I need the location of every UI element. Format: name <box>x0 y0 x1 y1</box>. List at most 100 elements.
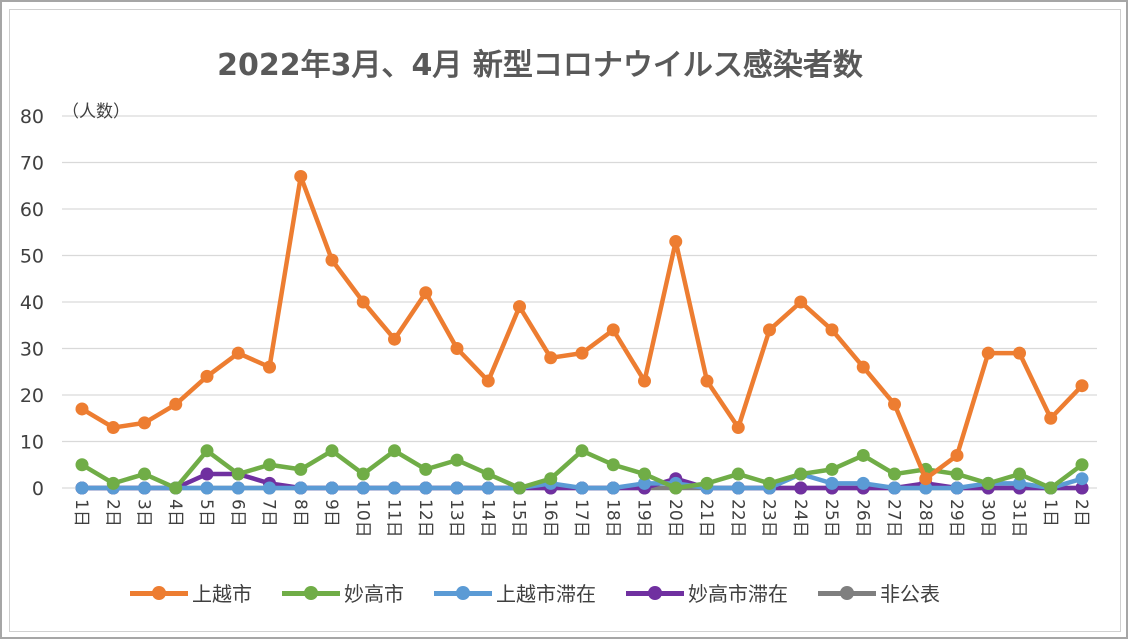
data-point <box>575 481 589 495</box>
data-point <box>231 346 245 360</box>
data-point <box>950 481 964 495</box>
data-point <box>669 235 683 249</box>
data-point <box>325 481 339 495</box>
data-point <box>169 481 183 495</box>
legend-label-undisclosed: 非公表 <box>880 582 940 606</box>
x-tick-label: 29日 <box>946 499 966 538</box>
data-point <box>575 346 589 360</box>
data-point <box>263 360 276 374</box>
x-tick-label: 31日 <box>1009 499 1029 538</box>
data-point <box>575 444 589 458</box>
chart-inner-border <box>9 9 1121 632</box>
legend-item-joetsu-stay: 上越市滞在 <box>434 578 596 607</box>
y-tick-label: 40 <box>20 292 44 314</box>
data-point <box>1075 481 1089 495</box>
data-point <box>263 458 276 472</box>
data-point <box>544 472 558 486</box>
data-point <box>731 467 745 481</box>
legend-item-joetsu: 上越市 <box>130 578 252 607</box>
x-tick-label: 1日 <box>1040 499 1060 527</box>
data-point <box>75 402 89 416</box>
data-point <box>856 476 870 490</box>
data-point <box>856 448 870 462</box>
x-tick-label: 4日 <box>165 499 185 527</box>
data-point <box>794 467 808 481</box>
data-point <box>1013 476 1026 490</box>
data-point <box>75 481 89 495</box>
data-point <box>138 481 151 495</box>
x-tick-label: 19日 <box>634 499 654 538</box>
data-point <box>481 374 495 388</box>
y-tick-label: 0 <box>32 478 44 500</box>
data-point <box>606 481 620 495</box>
data-point <box>1075 458 1089 472</box>
data-point <box>763 476 776 490</box>
data-point <box>888 467 901 481</box>
data-point <box>75 458 89 472</box>
x-tick-label: 2日 <box>102 499 122 527</box>
data-point <box>1075 472 1089 486</box>
data-point <box>606 458 620 472</box>
x-tick-label: 17日 <box>571 499 591 538</box>
data-point <box>1013 467 1026 481</box>
data-point <box>513 300 526 314</box>
data-point <box>825 462 839 476</box>
x-tick-label: 1日 <box>71 499 91 527</box>
x-tick-label: 9日 <box>321 499 341 527</box>
data-point <box>200 481 214 495</box>
data-point <box>450 481 464 495</box>
data-point <box>513 481 526 495</box>
data-point <box>106 421 120 435</box>
legend-label-myoko-stay: 妙高市滞在 <box>688 582 788 606</box>
x-tick-label: 28日 <box>915 499 935 538</box>
data-point <box>981 476 995 490</box>
data-point <box>638 467 651 481</box>
chart-title: 2022年3月、4月 新型コロナウイルス感染者数 <box>217 48 863 83</box>
data-point <box>419 286 433 300</box>
x-tick-label: 24日 <box>790 499 810 538</box>
data-point <box>481 481 495 495</box>
data-point <box>888 397 901 411</box>
data-point <box>419 462 433 476</box>
data-point <box>825 476 839 490</box>
data-point <box>356 481 370 495</box>
data-point <box>950 467 964 481</box>
data-point <box>231 481 245 495</box>
data-point <box>294 462 308 476</box>
x-tick-label: 2日 <box>1071 499 1091 527</box>
x-tick-label: 16日 <box>540 499 560 538</box>
data-point <box>1013 346 1026 360</box>
data-point <box>325 444 339 458</box>
y-tick-label: 20 <box>20 385 44 407</box>
data-point <box>794 295 808 309</box>
data-point <box>419 481 433 495</box>
y-tick-label: 10 <box>20 432 44 454</box>
x-tick-label: 12日 <box>415 499 435 538</box>
data-point <box>263 481 276 495</box>
data-point <box>481 467 495 481</box>
data-point <box>825 323 839 337</box>
data-point <box>888 481 901 495</box>
x-tick-label: 23日 <box>759 499 779 538</box>
data-point <box>763 323 776 337</box>
legend-swatch-myoko-stay <box>626 583 684 603</box>
legend-item-undisclosed: 非公表 <box>818 578 940 607</box>
data-point <box>138 416 151 430</box>
legend-label-joetsu: 上越市 <box>192 582 252 606</box>
data-point <box>700 374 714 388</box>
legend-label-joetsu-stay: 上越市滞在 <box>496 582 596 606</box>
data-point <box>1075 379 1089 393</box>
data-point <box>450 342 464 355</box>
data-point <box>356 295 370 309</box>
legend-swatch-undisclosed <box>818 583 876 603</box>
x-tick-label: 5日 <box>196 499 216 527</box>
x-tick-label: 14日 <box>477 499 497 538</box>
data-point <box>200 467 214 481</box>
data-point <box>919 481 933 495</box>
y-tick-label: 30 <box>20 339 44 361</box>
data-point <box>731 481 745 495</box>
data-point <box>919 472 933 486</box>
x-tick-label: 18日 <box>602 499 622 538</box>
